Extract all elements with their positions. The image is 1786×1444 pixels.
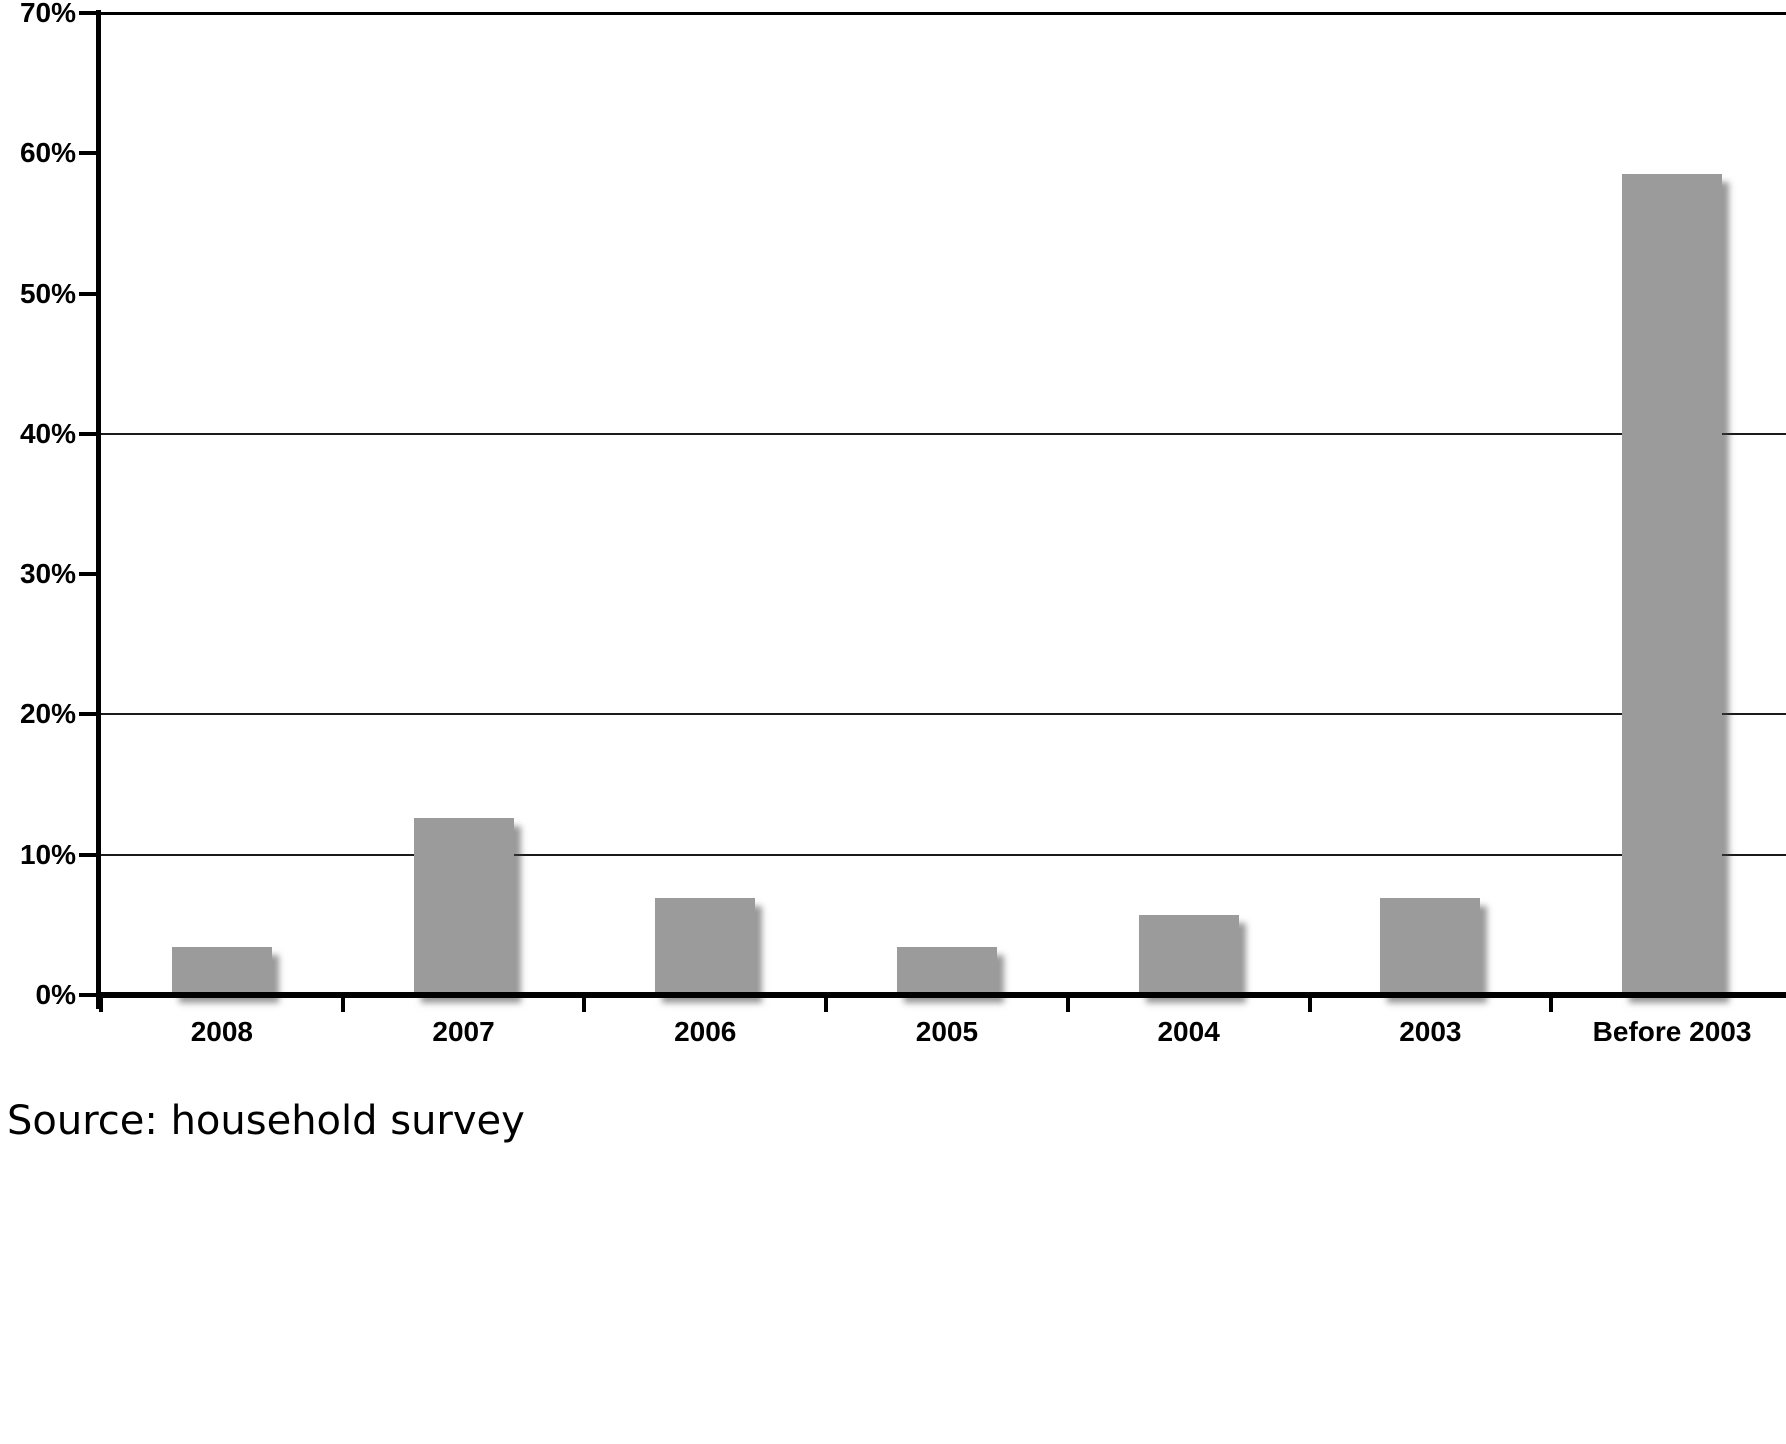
y-tick-label-40pct: 40% — [19, 417, 76, 449]
bar-before-2003 — [1622, 174, 1723, 995]
y-tick-20pct — [79, 712, 101, 717]
bar-2007 — [413, 818, 514, 995]
x-tick-5 — [1307, 995, 1312, 1012]
y-tick-label-20pct: 20% — [19, 698, 76, 730]
x-tick-3 — [824, 995, 829, 1012]
y-axis-line — [96, 10, 101, 1009]
x-axis-label-before-2003: Before 2003 — [1592, 1016, 1752, 1047]
x-axis-label-2006: 2006 — [674, 1016, 737, 1047]
y-tick-label-0pct: 0% — [35, 979, 76, 1010]
x-axis-label-2005: 2005 — [915, 1016, 979, 1047]
x-tick-2 — [582, 995, 587, 1012]
y-tick-0pct — [79, 993, 101, 997]
bar-2008 — [171, 947, 272, 995]
x-tick-1 — [340, 995, 345, 1012]
x-axis-label-2008: 2008 — [190, 1016, 253, 1047]
gridline-20pct — [101, 713, 1786, 716]
gridline-40pct — [101, 432, 1786, 435]
bar-2003 — [1380, 898, 1481, 995]
y-tick-10pct — [79, 852, 101, 857]
y-tick-label-70pct: 70% — [19, 0, 76, 28]
y-tick-label-30pct: 30% — [19, 558, 76, 590]
y-tick-label-10pct: 10% — [19, 838, 76, 870]
y-tick-70pct — [79, 11, 101, 15]
bar-2006 — [655, 898, 756, 995]
x-axis-label-2003: 2003 — [1399, 1016, 1462, 1047]
y-tick-label-50pct: 50% — [19, 277, 76, 309]
source-note: Source: household survey — [7, 1098, 525, 1144]
bar-2005 — [896, 947, 997, 995]
gridline-10pct — [101, 853, 1786, 856]
y-tick-60pct — [79, 151, 101, 156]
x-tick-6 — [1549, 995, 1554, 1012]
y-tick-40pct — [79, 431, 101, 436]
x-tick-0 — [99, 995, 103, 1012]
y-tick-label-60pct: 60% — [19, 137, 76, 169]
gridline-70pct — [101, 11, 1786, 15]
bar-2004 — [1138, 915, 1239, 995]
y-tick-50pct — [79, 291, 101, 296]
x-axis-line — [96, 992, 1786, 998]
x-tick-4 — [1065, 995, 1070, 1012]
x-axis-label-2007: 2007 — [432, 1016, 495, 1047]
y-tick-30pct — [79, 572, 101, 577]
x-axis-label-2004: 2004 — [1157, 1016, 1220, 1047]
